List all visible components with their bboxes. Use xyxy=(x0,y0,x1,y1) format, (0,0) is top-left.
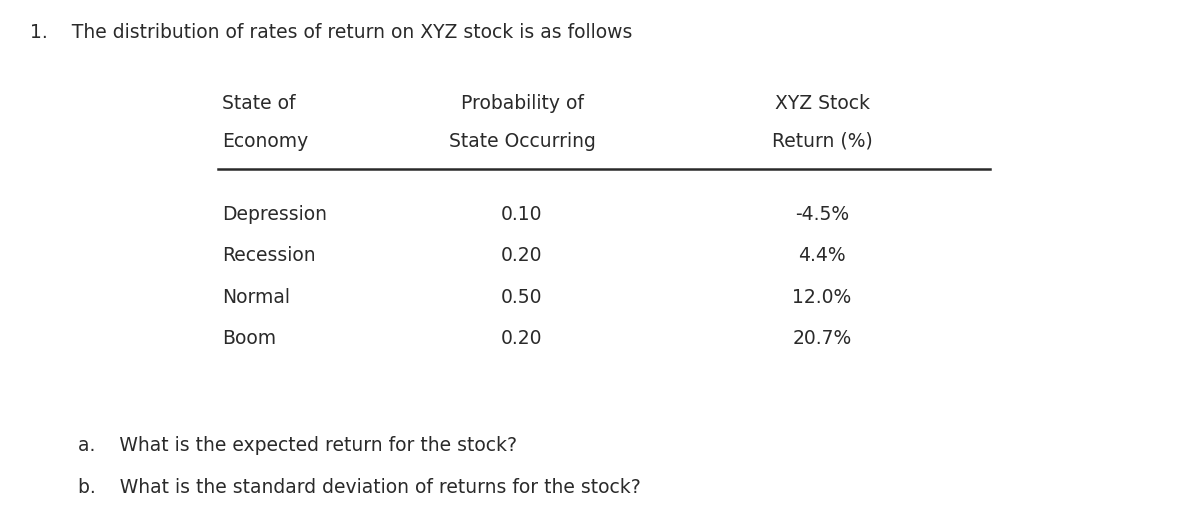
Text: 0.10: 0.10 xyxy=(502,205,542,224)
Text: Recession: Recession xyxy=(222,246,316,265)
Text: State of: State of xyxy=(222,93,295,113)
Text: Normal: Normal xyxy=(222,287,290,307)
Text: Depression: Depression xyxy=(222,205,326,224)
Text: a.    What is the expected return for the stock?: a. What is the expected return for the s… xyxy=(78,435,517,454)
Text: 4.4%: 4.4% xyxy=(798,246,846,265)
Text: Boom: Boom xyxy=(222,329,276,348)
Text: 12.0%: 12.0% xyxy=(792,287,852,307)
Text: 20.7%: 20.7% xyxy=(792,329,852,348)
Text: Return (%): Return (%) xyxy=(772,131,872,150)
Text: State Occurring: State Occurring xyxy=(449,131,595,150)
Text: Economy: Economy xyxy=(222,131,308,150)
Text: -4.5%: -4.5% xyxy=(794,205,850,224)
Text: 0.20: 0.20 xyxy=(502,329,542,348)
Text: b.    What is the standard deviation of returns for the stock?: b. What is the standard deviation of ret… xyxy=(78,477,641,496)
Text: 1.    The distribution of rates of return on XYZ stock is as follows: 1. The distribution of rates of return o… xyxy=(30,23,632,42)
Text: 0.50: 0.50 xyxy=(502,287,542,307)
Text: XYZ Stock: XYZ Stock xyxy=(774,93,870,113)
Text: Probability of: Probability of xyxy=(461,93,583,113)
Text: 0.20: 0.20 xyxy=(502,246,542,265)
